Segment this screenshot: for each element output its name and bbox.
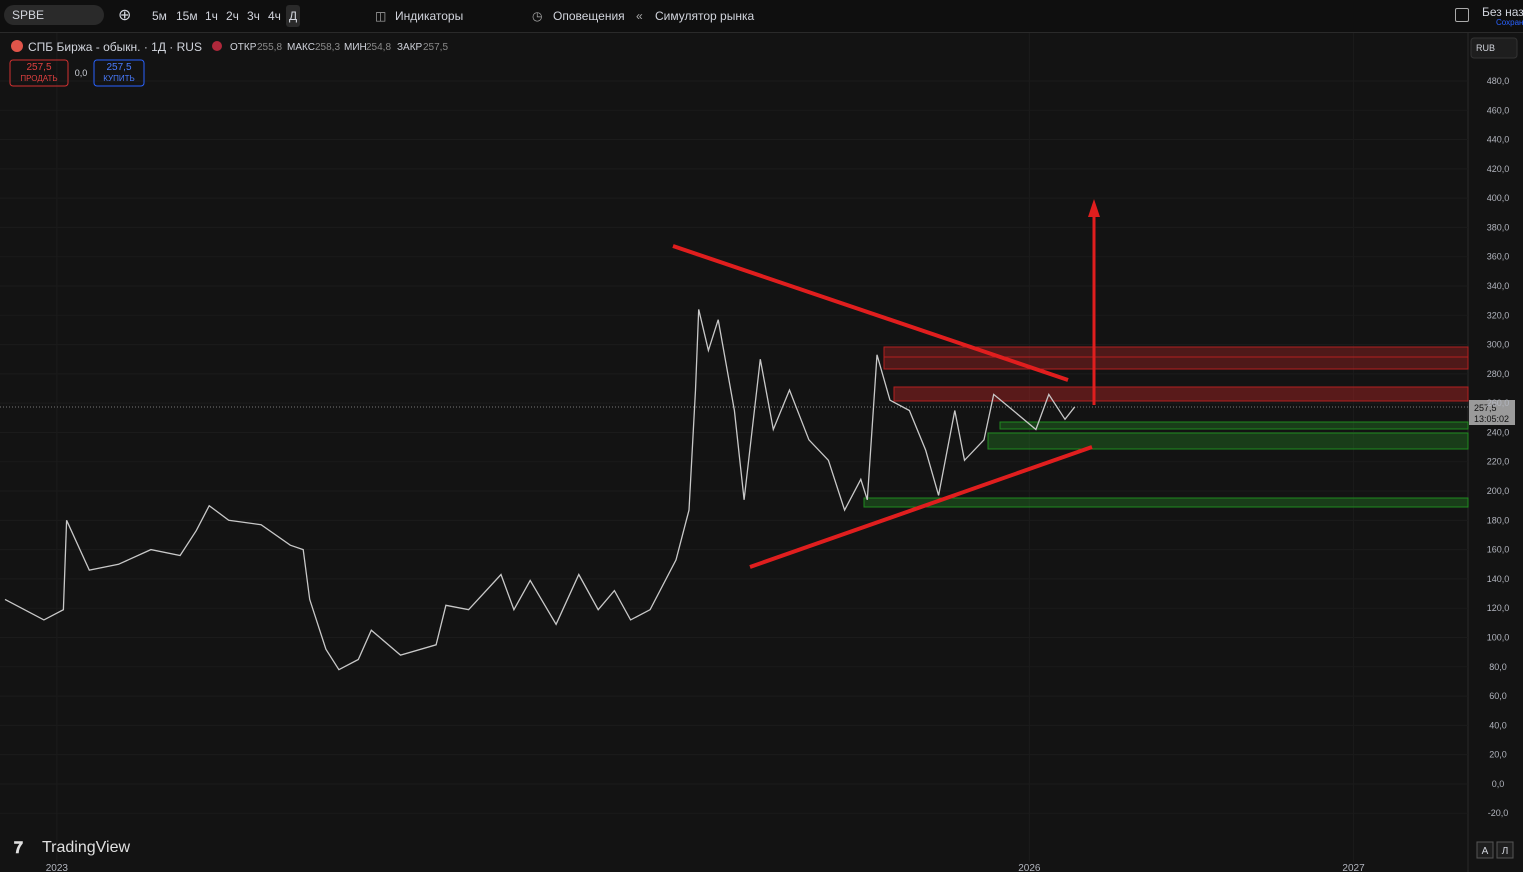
last-price-label: 257,5 <box>1474 403 1497 413</box>
y-tick-label: -20,0 <box>1488 808 1509 818</box>
save-status: Сохран <box>1496 18 1523 27</box>
indicators-button[interactable]: Индикаторы <box>395 9 464 23</box>
sell-label: ПРОДАТЬ <box>20 74 57 83</box>
y-tick-label: 380,0 <box>1487 222 1510 232</box>
buy-price: 257,5 <box>106 62 131 73</box>
y-tick-label: 260,0 <box>1487 398 1510 408</box>
ohlc-label: МИН <box>344 42 367 53</box>
exchange-icon <box>212 41 222 51</box>
y-tick-label: 20,0 <box>1489 750 1507 760</box>
price-line <box>4 309 1076 671</box>
symbol-logo <box>11 40 23 52</box>
plot <box>4 309 1076 671</box>
buy-button[interactable] <box>93 59 145 87</box>
ohlc-value: 257,5 <box>423 42 448 53</box>
last-price-box <box>1469 400 1515 425</box>
y-tick-label: 320,0 <box>1487 310 1510 320</box>
sell-button[interactable] <box>9 59 69 87</box>
trend-line <box>672 244 1069 382</box>
ohlc-value: 254,8 <box>366 42 391 53</box>
y-tick-label: 300,0 <box>1487 340 1510 350</box>
y-tick-label: 0,0 <box>1492 779 1505 789</box>
y-tick-label: 180,0 <box>1487 515 1510 525</box>
y-tick-label: 340,0 <box>1487 281 1510 291</box>
y-tick-label: 160,0 <box>1487 545 1510 555</box>
y-tick-label: 480,0 <box>1487 76 1510 86</box>
ohlc-label: ОТКР <box>230 42 257 53</box>
layout-name[interactable]: Без назв <box>1482 5 1523 19</box>
interval[interactable]: 2ч <box>226 9 239 23</box>
y-tick-label: 200,0 <box>1487 486 1510 496</box>
legend-ohlc: ОТКР 255,8 МАКС 258,3 МИН 254,8 ЗАКР 257… <box>230 42 448 53</box>
x-tick-label: 2023 <box>46 863 69 872</box>
indicators-icon: ◫ <box>375 9 387 23</box>
y-tick-label: 280,0 <box>1487 369 1510 379</box>
currency: RUB <box>1476 43 1495 53</box>
toolbar: SPBE ⊕ 5м 15м 1ч 2ч 3ч 4ч Д ◫ Индикаторы… <box>0 0 1523 33</box>
log-scale-button[interactable] <box>1496 841 1514 859</box>
log-scale-label: Л <box>1502 846 1509 857</box>
ohlc-value: 255,8 <box>257 42 282 53</box>
currency-button[interactable] <box>1470 37 1518 59</box>
interval[interactable]: 15м <box>176 9 198 23</box>
layout-checkbox[interactable] <box>1455 8 1469 22</box>
legend-title: СПБ Биржа - обыкн. · 1Д · RUS <box>28 40 202 54</box>
x-tick-label: 2026 <box>1018 863 1041 872</box>
spread: 0,0 <box>75 68 88 78</box>
logo-mark: 𝟕 <box>14 840 23 857</box>
y-tick-label: 100,0 <box>1487 632 1510 642</box>
drawings <box>863 346 1469 508</box>
trend-drawings <box>672 199 1100 569</box>
symbol-search[interactable]: SPBE <box>4 5 104 25</box>
y-tick-label: 400,0 <box>1487 193 1510 203</box>
replay-icon: « <box>636 9 643 23</box>
buy-label: КУПИТЬ <box>103 74 134 83</box>
y-tick-label: 440,0 <box>1487 135 1510 145</box>
sell-price: 257,5 <box>26 62 51 73</box>
y-tick-label: 140,0 <box>1487 574 1510 584</box>
chart-background <box>0 33 1523 872</box>
trend-line <box>749 445 1093 569</box>
y-tick-label: 80,0 <box>1489 662 1507 672</box>
interval-active[interactable]: Д <box>286 5 301 27</box>
y-tick-label: 220,0 <box>1487 457 1510 467</box>
alerts-icon: ◷ <box>532 9 543 23</box>
y-tick-label: 360,0 <box>1487 252 1510 262</box>
y-tick-label: 120,0 <box>1487 603 1510 613</box>
ohlc-label: ЗАКР <box>397 42 423 53</box>
auto-scale-label: A <box>1482 846 1489 857</box>
alerts-button[interactable]: Оповещения <box>553 9 625 23</box>
y-tick-label: 240,0 <box>1487 427 1510 437</box>
y-tick-label: 460,0 <box>1487 105 1510 115</box>
ohlc-label: МАКС <box>287 42 315 53</box>
interval[interactable]: 3ч <box>247 9 260 23</box>
y-tick-label: 40,0 <box>1489 720 1507 730</box>
compare-button[interactable]: ⊕ <box>118 7 132 24</box>
logo: TradingView <box>42 839 130 856</box>
y-tick-label: 60,0 <box>1489 691 1507 701</box>
y-tick-label: 420,0 <box>1487 164 1510 174</box>
auto-scale-button[interactable] <box>1476 841 1494 859</box>
x-tick-label: 2027 <box>1342 863 1365 872</box>
interval[interactable]: 4ч <box>268 9 281 23</box>
chart: СПБ Биржа - обыкн. · 1Д · RUS ОТКР 255,8… <box>0 33 1523 872</box>
interval[interactable]: 1ч <box>205 9 218 23</box>
interval[interactable]: 5м <box>152 9 167 23</box>
grid <box>0 33 1468 862</box>
countdown: 13:05:02 <box>1474 414 1509 424</box>
ohlc-value: 258,3 <box>315 42 340 53</box>
resistance-zone <box>883 356 1469 370</box>
support-zone <box>999 421 1469 430</box>
replay-button[interactable]: Симулятор рынка <box>655 9 755 23</box>
support-zone <box>987 432 1469 450</box>
arrow-head <box>1088 199 1100 217</box>
support-zone <box>863 497 1469 508</box>
resistance-zone <box>893 386 1469 402</box>
